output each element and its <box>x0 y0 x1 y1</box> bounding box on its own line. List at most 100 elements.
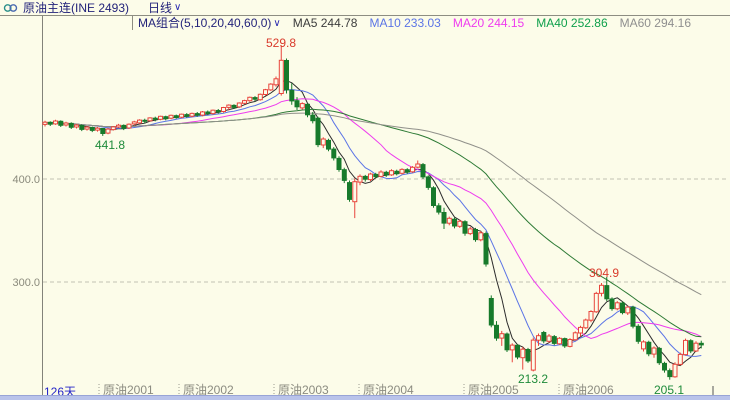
x-axis-contract-label: 原油2005 <box>468 383 519 397</box>
legend-divider <box>132 16 133 30</box>
candle-body <box>478 232 484 241</box>
link-icon[interactable] <box>3 3 18 13</box>
candle-body <box>247 96 253 102</box>
candle-body <box>473 229 478 241</box>
candle-body <box>268 83 274 91</box>
candle-body <box>672 363 678 378</box>
candle-body <box>215 110 221 113</box>
candle-body <box>74 124 79 128</box>
candle-body <box>105 128 111 134</box>
candle-body <box>42 121 48 125</box>
candle-body <box>189 112 195 117</box>
candle-body <box>137 119 142 124</box>
candle-body <box>131 121 137 125</box>
period-dropdown[interactable]: 日线 ∨ <box>148 2 181 14</box>
candle-body <box>583 319 589 329</box>
candle-body <box>515 344 520 358</box>
candle-body <box>168 114 174 119</box>
contract-title: 原油主连(INE 2493) <box>23 0 130 15</box>
candle-body <box>530 339 536 371</box>
candle-body <box>641 341 646 350</box>
candle-body <box>488 298 494 326</box>
horizontal-scrollbar[interactable] <box>0 395 730 400</box>
price-annotation: 205.1 <box>654 383 684 397</box>
candle-body <box>184 114 190 117</box>
candle-body <box>378 171 384 177</box>
candle-body <box>299 103 305 109</box>
candle-body <box>625 306 631 314</box>
candle-body <box>305 103 310 116</box>
candle-body <box>698 342 704 346</box>
candle-body <box>236 102 242 108</box>
candle-body <box>347 182 352 200</box>
ma-group-dropdown[interactable]: MA组合(5,10,20,40,60,0) ∨ <box>138 17 281 30</box>
candle-body <box>331 148 337 159</box>
ma-line-10 <box>44 88 702 357</box>
candle-body <box>84 126 90 130</box>
ma-line-60 <box>44 112 702 296</box>
candle-body <box>599 284 604 294</box>
ma-legend-item: MA60 294.16 <box>619 16 692 30</box>
candle-body <box>368 173 373 181</box>
candle-body <box>562 338 568 347</box>
ma-line-5 <box>44 80 702 367</box>
candle-body <box>462 221 468 234</box>
candle-body <box>310 114 316 122</box>
candle-body <box>604 285 610 300</box>
candle-body <box>425 176 431 188</box>
ma-legend-item: MA40 252.86 <box>536 16 608 30</box>
candle-body <box>47 121 53 125</box>
candle-body <box>557 337 562 345</box>
separator-line <box>0 15 730 16</box>
candle-body <box>336 157 342 170</box>
candle-body <box>662 362 667 371</box>
candle-body <box>541 332 547 342</box>
candle-body <box>457 220 463 227</box>
ma-legend-row: MA组合(5,10,20,40,60,0) ∨ MA5 244.78 MA10 2… <box>138 17 691 30</box>
candle-body <box>179 113 184 118</box>
candle-body <box>194 113 200 116</box>
candle-body <box>504 333 510 351</box>
candle-body <box>467 228 473 235</box>
candle-body <box>142 119 148 122</box>
candle-body <box>278 59 284 94</box>
candle-body <box>173 115 179 119</box>
candle-body <box>431 187 436 207</box>
ma-legend-item: MA5 244.78 <box>292 16 358 30</box>
candle-body <box>656 347 662 364</box>
candle-body <box>551 336 557 344</box>
candle-body <box>152 117 158 120</box>
candle-body <box>89 127 95 131</box>
candle-body <box>273 78 279 86</box>
candle-body <box>242 100 247 104</box>
candle-body <box>158 115 163 120</box>
candle-body <box>452 218 457 227</box>
candle-body <box>677 353 683 365</box>
title-bar: 原油主连(INE 2493) 日线 ∨ <box>0 0 730 15</box>
ma-line-20 <box>44 98 702 340</box>
candle-body <box>651 347 657 355</box>
candle-body <box>436 205 442 213</box>
ma-legend-item: MA20 244.15 <box>452 16 525 30</box>
y-axis-label: 400.0 <box>12 174 40 186</box>
candle-body <box>525 349 531 362</box>
ma-legend-values: MA5 244.78 MA10 233.03 MA20 244.15 MA40 252… <box>293 17 691 30</box>
candle-body <box>326 139 331 150</box>
x-axis-contract-label: 原油2001 <box>103 383 154 397</box>
candle-body <box>320 138 326 146</box>
candle-body <box>126 123 132 129</box>
candle-body <box>593 292 599 313</box>
candle-body <box>121 124 127 129</box>
candle-body <box>483 233 489 265</box>
candle-body <box>399 168 405 174</box>
candle-body <box>404 169 410 173</box>
candle-body <box>693 342 699 352</box>
candle-body <box>284 60 289 91</box>
candle-body <box>410 166 415 173</box>
candle-body <box>383 171 389 176</box>
price-annotation: 304.9 <box>589 266 619 280</box>
candle-body <box>614 302 620 310</box>
candle-body <box>609 298 615 310</box>
